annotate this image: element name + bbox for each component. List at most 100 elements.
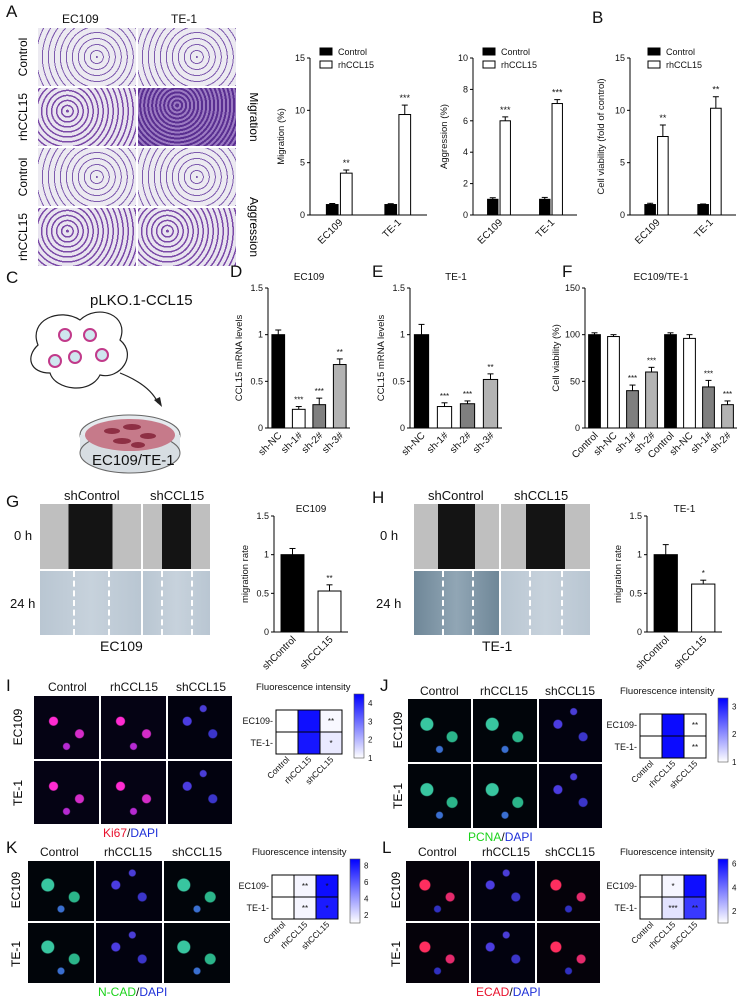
panel-a-row-labels: Control rhCCL15 Control rhCCL15	[16, 38, 30, 261]
col-label-te1: TE-1	[171, 12, 198, 26]
x-tick-label: EC109	[633, 217, 663, 247]
x-tick-label: sh-3#	[471, 430, 497, 456]
x-tick-label: shCCL15	[672, 634, 710, 672]
h-row-24h: 24 h	[376, 596, 402, 611]
colorbar-tick-label: 8	[364, 862, 369, 871]
y-tick-label: 10	[295, 105, 305, 115]
j-col-shccl15: shCCL15	[545, 684, 596, 698]
colorbar-tick-label: 1	[368, 754, 373, 763]
heatmap-cell	[271, 874, 295, 898]
heatmap-cell	[661, 713, 685, 737]
j-row-ec109: EC109	[391, 711, 405, 748]
bar-rhccl15	[499, 120, 511, 216]
legend-entry: Control	[666, 47, 695, 57]
y-tick-label: 150	[565, 283, 580, 293]
l-stain-ecad: ECAD	[476, 985, 510, 999]
significance-mark: **	[343, 158, 351, 168]
l-stain-legend: ECAD/DAPI	[476, 985, 541, 999]
legend-swatch	[319, 60, 333, 69]
y-tick-label: 1.5	[392, 283, 405, 293]
y-tick-label: 1.5	[629, 511, 642, 521]
i-stain-ki67: Ki67	[103, 826, 128, 840]
k-col-shccl15: shCCL15	[172, 845, 223, 859]
l-stain-dapi: DAPI	[512, 985, 541, 999]
colorbar-tick-label: 4	[368, 699, 373, 708]
heatmap-row-label: TE-1-	[247, 903, 270, 913]
x-tick-label: sh-NC	[257, 430, 285, 458]
legend-swatch	[482, 60, 496, 69]
colorbar-tick-label: 3	[368, 717, 373, 726]
legend-swatch	[647, 47, 661, 56]
colorbar-tick-label: 3	[732, 702, 737, 711]
chart-title: EC109	[296, 504, 327, 515]
ecad-image-grid	[405, 860, 601, 984]
l-row-ec109: EC109	[389, 871, 403, 908]
significance-mark: ***	[500, 105, 511, 115]
y-tick-label: 5	[300, 158, 305, 168]
scratch-image-grid-ec109	[39, 503, 211, 636]
x-tick-label: shCCL15	[298, 634, 336, 672]
panel-label-f: F	[562, 262, 573, 281]
bar	[588, 334, 601, 429]
y-axis-label: Cell viability (%)	[551, 324, 562, 392]
heatmap-title: Fluorescence intensity	[620, 686, 715, 697]
k-stain-dapi: DAPI	[139, 985, 168, 999]
y-tick-label: 15	[615, 53, 625, 63]
x-tick-label: sh-2#	[448, 430, 474, 456]
significance-mark: ***	[628, 374, 637, 383]
h-row-0h: 0 h	[380, 528, 399, 543]
j-row-te1: TE-1	[391, 783, 405, 809]
y-tick-label: 1.5	[250, 283, 263, 293]
y-tick-label: 100	[565, 330, 580, 340]
heatmap-cell	[297, 709, 321, 733]
x-tick-label: sh-2#	[300, 430, 326, 456]
bar	[312, 404, 327, 429]
heatmap-cell	[683, 874, 707, 898]
significance-mark: ***	[552, 88, 563, 98]
y-tick-label: 0	[400, 423, 405, 433]
y-tick-label: 0	[637, 627, 642, 637]
heatmap-row-label: EC109-	[238, 881, 269, 891]
bar-control	[697, 204, 709, 216]
significance-mark: ***	[723, 390, 732, 399]
heatmap-row-label: EC109-	[242, 716, 273, 726]
heatmap-cell	[275, 709, 299, 733]
x-tick-label: TE-1	[381, 217, 404, 240]
row-label-control-1: Control	[16, 38, 30, 77]
y-tick-label: 0	[264, 627, 269, 637]
g-row-24h: 24 h	[10, 596, 36, 611]
bar	[653, 554, 678, 633]
significance-mark: **	[326, 574, 332, 583]
k-col-rhccl15: rhCCL15	[104, 845, 153, 859]
bar	[482, 378, 499, 429]
significance-mark: *	[702, 569, 705, 578]
k-row-labels: EC109 TE-1	[9, 871, 23, 967]
transwell-image-grid	[37, 27, 237, 267]
y-axis-label: Cell viability (fold of control)	[596, 78, 607, 194]
legend-entry: rhCCL15	[501, 60, 537, 70]
heatmap-sig: **	[302, 882, 308, 891]
y-tick-label: 6	[463, 116, 468, 126]
g-row-0h: 0 h	[14, 528, 33, 543]
pcna-image-grid	[407, 698, 603, 829]
y-tick-label: 1	[258, 330, 263, 340]
colorbar	[353, 693, 365, 759]
bar	[271, 334, 286, 429]
y-tick-label: 1.5	[256, 511, 269, 521]
heatmap-title: Fluorescence intensity	[256, 682, 351, 693]
colorbar-tick-label: 4	[732, 883, 737, 892]
side-label-migration: Migration	[247, 92, 258, 141]
panel-label-b: B	[592, 8, 604, 27]
side-label-aggression: Aggression	[247, 197, 258, 257]
chart-migration: 0 5 10 15 Migration (%) ** EC109 *** TE-1 Control…	[276, 47, 427, 247]
x-tick-label: EC109	[476, 217, 506, 247]
bar	[702, 386, 715, 429]
heatmap-sig: **	[328, 717, 334, 726]
heatmap-cell	[275, 731, 299, 755]
heatmap-sig: **	[692, 904, 698, 913]
x-tick-label: shControl	[261, 634, 299, 672]
panel-label-g: G	[6, 492, 20, 511]
